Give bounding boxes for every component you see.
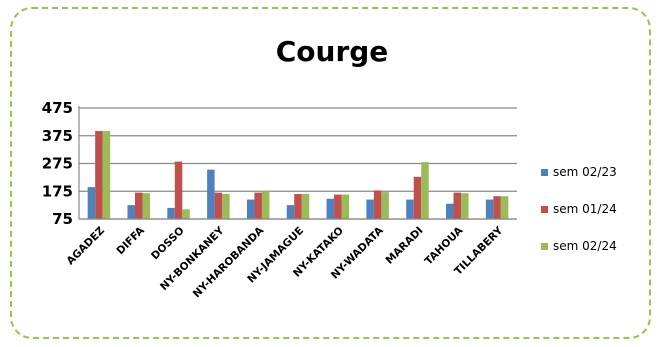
y-tick-label: 275: [42, 155, 73, 173]
bar-sem-02-24-ny-jamague: [301, 194, 310, 219]
chart-title: Courge: [276, 35, 389, 68]
x-tick-label: DIFFA: [114, 224, 147, 257]
y-tick-label: 475: [42, 99, 73, 117]
bar-sem-02-24-ny-wadata: [381, 192, 389, 219]
bar-sem-02-23-ny-katako: [326, 198, 335, 219]
x-axis: AGADEZ DIFFA DOSSONY-BONKANEYNY-HAROBANDAN…: [64, 224, 505, 300]
bar-sem-01-24-dosso: [174, 161, 183, 219]
legend: sem 02/23 sem 01/24 sem 02/24: [541, 165, 617, 253]
bar-sem-02-23-tahoua: [446, 203, 454, 219]
bar-sem-01-24-ny-jamague: [294, 194, 302, 219]
bar-sem-02-23-ny-wadata: [366, 199, 374, 219]
bar-sem-01-24-diffa: [134, 192, 143, 219]
bar-sem-01-24-ny-katako: [334, 194, 342, 219]
bar-sem-02-24-agadez: [102, 131, 111, 219]
bar-sem-01-24-agadez: [95, 131, 103, 219]
legend-swatch: [541, 169, 548, 176]
bar-sem-02-23-ny-harobanda: [246, 199, 255, 219]
bar-sem-02-24-tahoua: [461, 193, 469, 219]
bar-sem-02-23-dosso: [167, 207, 175, 219]
bars: [87, 131, 509, 219]
bar-sem-01-24-ny-harobanda: [254, 192, 262, 219]
bar-sem-02-24-maradi: [421, 162, 429, 219]
legend-label: sem 01/24: [553, 202, 617, 216]
axes: [78, 106, 517, 220]
bar-sem-01-24-tillabery: [493, 196, 501, 219]
bar-sem-02-24-ny-bonkaney: [222, 194, 230, 219]
bar-sem-02-23-tillabery: [485, 199, 494, 219]
bar-sem-01-24-maradi: [413, 176, 422, 219]
y-tick-label: 75: [52, 210, 73, 228]
x-tick-label: AGADEZ: [64, 224, 107, 267]
bar-sem-01-24-tahoua: [453, 192, 462, 219]
bar-sem-01-24-ny-wadata: [373, 190, 382, 219]
bar-sem-02-23-ny-jamague: [286, 205, 295, 219]
bar-sem-01-24-ny-bonkaney: [214, 192, 223, 219]
bar-sem-02-24-ny-katako: [341, 194, 350, 219]
bar-sem-02-24-ny-harobanda: [261, 191, 270, 219]
bar-sem-02-23-ny-bonkaney: [207, 169, 215, 219]
legend-swatch: [541, 243, 548, 250]
y-tick-label: 375: [42, 127, 73, 145]
x-tick-label: NY-HAROBANDA: [191, 224, 267, 300]
legend-swatch: [541, 206, 548, 213]
bar-sem-02-24-tillabery: [500, 196, 509, 219]
x-tick-label: MARADI: [384, 225, 426, 267]
legend-label: sem 02/24: [553, 239, 617, 253]
bar-sem-02-23-maradi: [406, 199, 414, 219]
bar-sem-02-24-dosso: [182, 209, 190, 219]
legend-label: sem 02/23: [553, 165, 617, 179]
bar-sem-02-24-diffa: [142, 193, 150, 219]
y-axis: 475 375 275 175 75: [42, 99, 73, 228]
y-tick-label: 175: [42, 182, 73, 200]
x-tick-label: DOSSO: [149, 225, 187, 263]
bar-sem-02-23-agadez: [87, 187, 96, 219]
bar-sem-02-23-diffa: [127, 205, 135, 219]
